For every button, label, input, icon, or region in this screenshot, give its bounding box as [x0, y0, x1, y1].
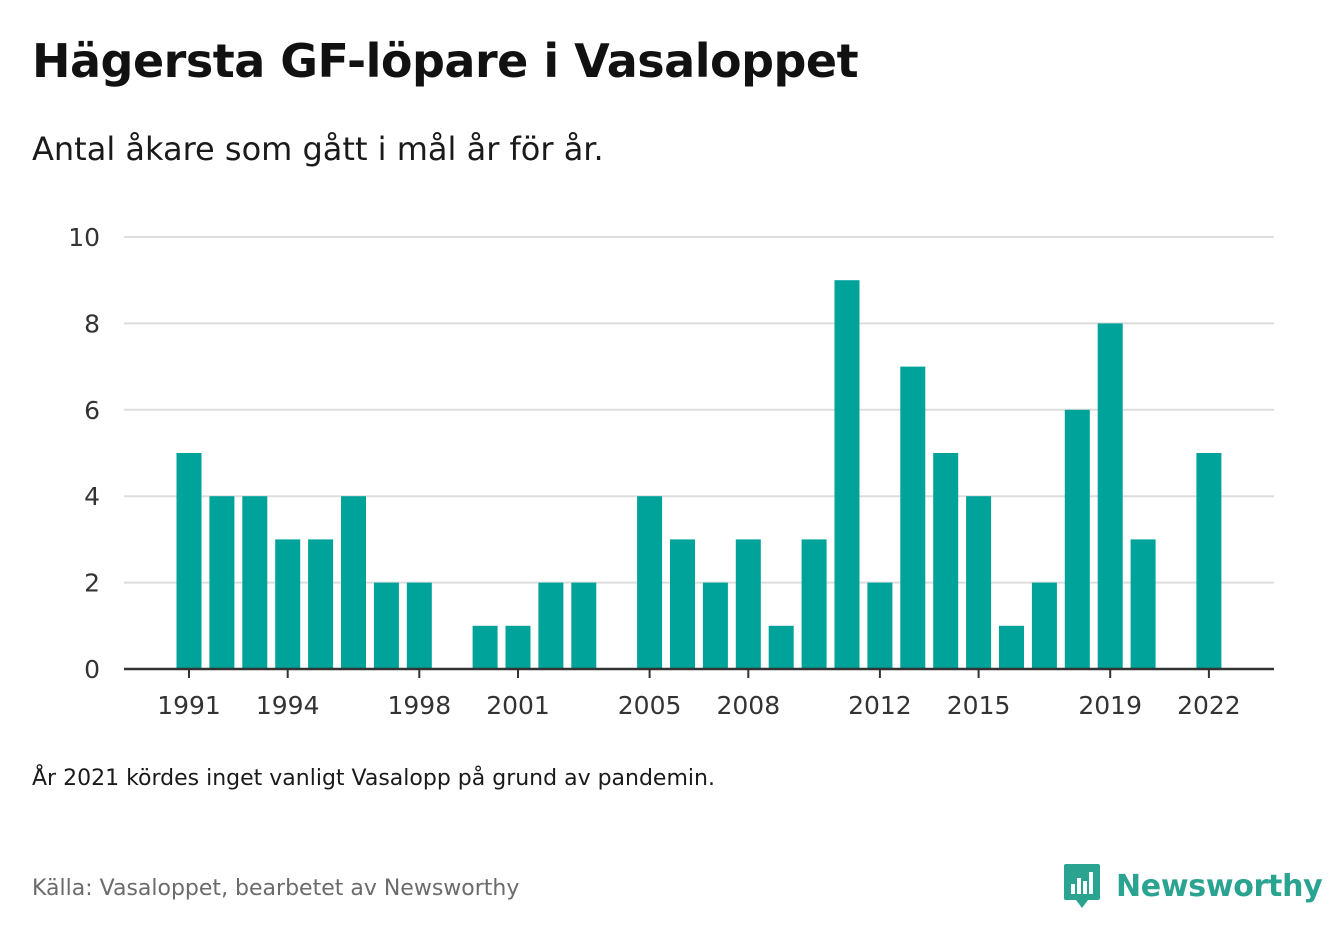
bar-1991	[176, 453, 202, 669]
y-tick-label-10: 10	[68, 223, 100, 252]
x-tick-label-1991: 1991	[157, 691, 221, 720]
bar-2002	[538, 582, 564, 669]
bar-chart-speech-bubble-icon	[1064, 864, 1100, 908]
bar-2015	[966, 496, 992, 669]
bar-1997	[373, 582, 399, 669]
x-tick-label-2008: 2008	[716, 691, 780, 720]
y-tick-label-0: 0	[84, 655, 100, 684]
x-tick-label-2012: 2012	[848, 691, 912, 720]
bar-2009	[768, 625, 794, 669]
bar-1993	[242, 496, 268, 669]
bar-2018	[1064, 409, 1090, 669]
y-tick-label-4: 4	[84, 482, 100, 511]
chart-note: År 2021 kördes inget vanligt Vasalopp på…	[32, 766, 715, 791]
y-tick-label-6: 6	[84, 396, 100, 425]
x-tick-label-2022: 2022	[1177, 691, 1241, 720]
x-tick-label-2005: 2005	[618, 691, 682, 720]
bar-2013	[900, 366, 926, 669]
bar-2001	[505, 625, 531, 669]
y-tick-label-2: 2	[84, 569, 100, 598]
bar-2012	[867, 582, 893, 669]
chart-title: Hägersta GF-löpare i Vasaloppet	[32, 34, 859, 88]
newsworthy-logo: Newsworthy	[1062, 862, 1323, 910]
x-tick-label-2019: 2019	[1078, 691, 1142, 720]
x-tick-label-1994: 1994	[256, 691, 320, 720]
bar-1996	[341, 496, 366, 669]
bar-2010	[801, 539, 827, 669]
chart-subtitle: Antal åkare som gått i mål år för år.	[32, 130, 604, 168]
bar-1998	[406, 582, 432, 669]
logo-text: Newsworthy	[1116, 868, 1323, 904]
bar-2014	[933, 453, 959, 669]
source-credit: Källa: Vasaloppet, bearbetet av Newswort…	[32, 876, 520, 901]
bar-2005	[637, 496, 663, 669]
bar-2007	[702, 582, 728, 669]
bar-2000	[472, 625, 498, 669]
bar-2003	[571, 582, 597, 669]
bar-2019	[1097, 323, 1123, 669]
x-tick-label-1998: 1998	[387, 691, 451, 720]
x-tick-label-2001: 2001	[486, 691, 550, 720]
bar-2006	[670, 539, 695, 669]
y-tick-label-8: 8	[84, 309, 100, 338]
x-tick-label-2015: 2015	[947, 691, 1011, 720]
bar-2011	[834, 280, 860, 669]
bar-2022	[1196, 453, 1222, 669]
axes: 0 2 4 6 8 10 1991 1994 1998 2001 2005 2008 2012 2015 2…	[68, 223, 1274, 720]
bar-2017	[1031, 582, 1057, 669]
bar-2008	[735, 539, 761, 669]
bar-1994	[275, 539, 301, 669]
bar-1995	[308, 539, 334, 669]
bar-1992	[209, 496, 235, 669]
bars	[176, 280, 1222, 669]
bar-2020	[1130, 539, 1156, 669]
bar-2016	[999, 625, 1024, 669]
